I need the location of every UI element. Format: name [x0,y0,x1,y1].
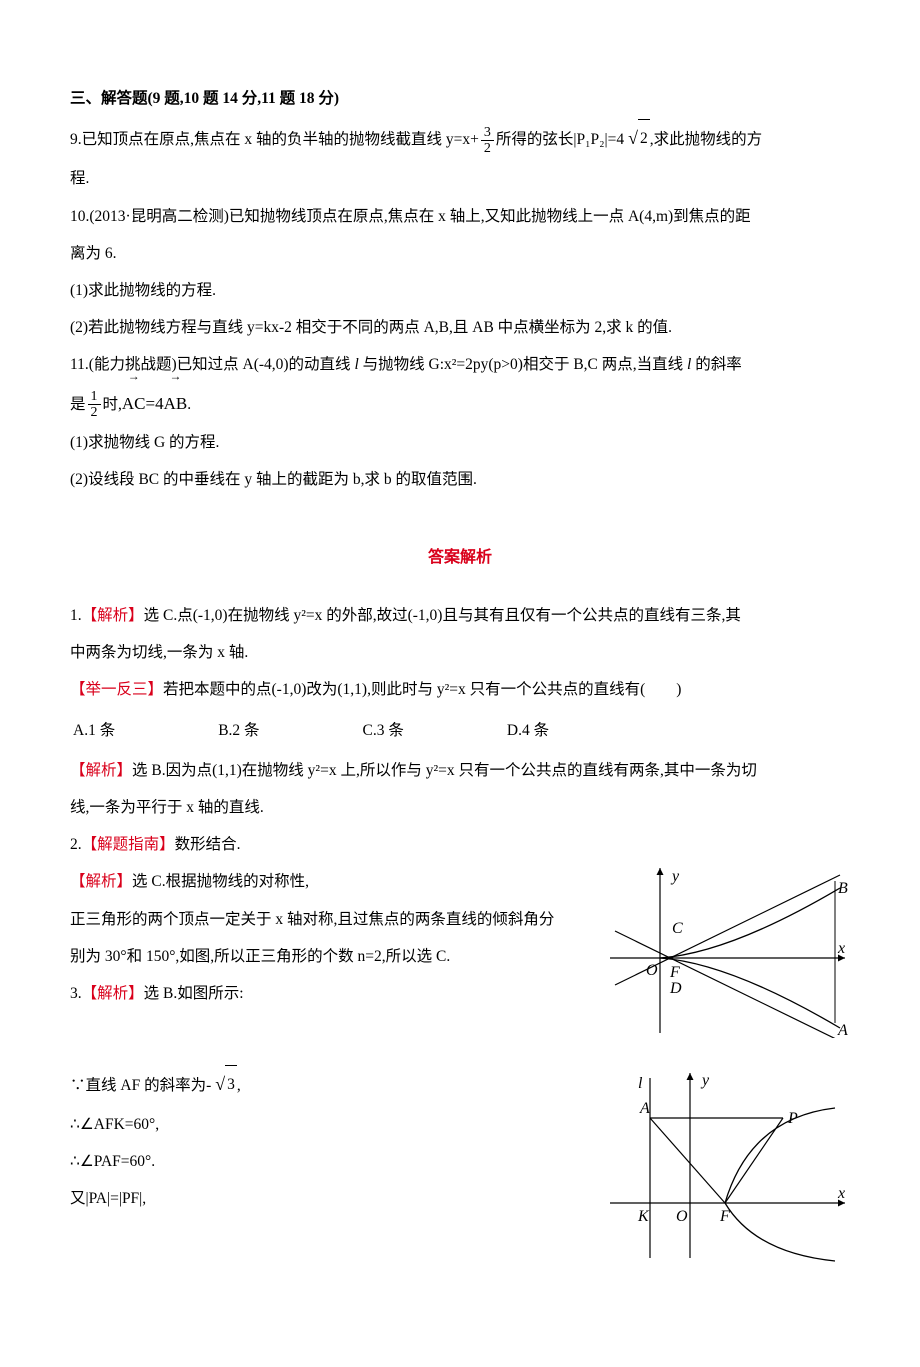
q11-frac: 12 [88,389,101,421]
q9-frac: 32 [481,125,494,157]
q11-l2-mid: 时, [103,396,122,413]
figure-1: y x O F C D B A [610,863,850,1052]
opt-b: B.2 条 [217,711,359,750]
svg-text:A: A [837,1022,848,1038]
q11-eq: =4 [146,394,164,413]
opt-d: D.4 条 [506,711,649,750]
a1-line1: 1.【解析】选 C.点(-1,0)在抛物线 y²=x 的外部,故过(-1,0)且… [70,597,850,634]
q9-post: ,求此抛物线的方 [650,131,762,148]
answers-heading: 答案解析 [70,539,850,577]
q10-line2: 离为 6. [70,235,850,272]
frac-den: 2 [88,405,101,420]
a2-num: 2. [70,836,82,853]
label-example: 【举一反三】 [70,681,163,698]
q11-part2: (2)设线段 BC 的中垂线在 y 轴上的截距为 b,求 b 的取值范围. [70,461,850,498]
a1-sol-line1: 【解析】选 B.因为点(1,1)在抛物线 y²=x 上,所以作与 y²=x 只有… [70,752,850,789]
a3-num: 3. [70,985,82,1002]
vec-ac-text: AC [122,394,146,413]
svg-text:y: y [700,1072,710,1089]
vec-ab: →AB [164,384,188,425]
svg-text:D: D [669,980,682,997]
a2-sol-text1: 选 C.根据抛物线的对称性, [132,873,309,890]
a1-sol-text1: 选 B.因为点(1,1)在抛物线 y²=x 上,所以作与 y²=x 只有一个公共… [132,762,757,779]
svg-text:P: P [787,1110,798,1127]
a3-sol-text: 选 B.如图所示: [144,985,244,1002]
svg-text:K: K [637,1208,650,1225]
a3-l2-post: , [237,1077,241,1094]
q9-pre: 9.已知顶点在原点,焦点在 x 轴的负半轴的抛物线截直线 y=x+ [70,131,479,148]
svg-text:y: y [670,868,680,885]
sqrt-val: 3 [225,1065,237,1103]
opt-a: A.1 条 [72,711,215,750]
q11-l2-pre: 是 [70,396,86,413]
figure-2: l y x O K F A P [610,1063,850,1277]
q10-part2: (2)若此抛物线方程与直线 y=kx-2 相交于不同的两点 A,B,且 AB 中… [70,309,850,346]
a1-example: 【举一反三】若把本题中的点(-1,0)改为(1,1),则此时与 y²=x 只有一… [70,671,850,708]
opt-c: C.3 条 [362,711,504,750]
section-title: 三、解答题(9 题,10 题 14 分,11 题 18 分) [70,80,850,117]
svg-text:F: F [669,964,680,981]
svg-text:F: F [719,1208,730,1225]
a1-options: A.1 条 B.2 条 C.3 条 D.4 条 [70,709,651,752]
vec-ab-text: AB [164,394,188,413]
label-analysis: 【解析】 [82,607,144,624]
svg-text:x: x [837,940,845,957]
frac-num: 3 [481,125,494,141]
q11-pre: 11.(能力挑战题)已知过点 A(-4,0)的动直线 [70,356,354,373]
q10-part1: (1)求此抛物线的方程. [70,272,850,309]
a3-l2-pre: ∵直线 AF 的斜率为- [70,1077,211,1094]
q9: 9.已知顶点在原点,焦点在 x 轴的负半轴的抛物线截直线 y=x+32所得的弦长… [70,117,850,160]
a1-line2: 中两条为切线,一条为 x 轴. [70,634,850,671]
vec-arrow-icon: → [164,370,188,382]
vec-arrow-icon: → [122,370,146,382]
svg-text:l: l [638,1075,643,1092]
svg-text:O: O [676,1208,688,1225]
svg-text:A: A [639,1100,650,1117]
label-guide: 【解题指南】 [82,836,175,853]
label-analysis: 【解析】 [82,985,144,1002]
a2-guide: 2.【解题指南】数形结合. [70,826,850,863]
q9-line2: 程. [70,160,850,197]
a1-text1: 选 C.点(-1,0)在抛物线 y²=x 的外部,故过(-1,0)且与其有且仅有… [144,607,741,624]
sqrt-icon: 2 [624,117,650,160]
svg-text:x: x [837,1185,845,1202]
svg-text:B: B [838,880,848,897]
label-analysis: 【解析】 [70,762,132,779]
sqrt-icon: 3 [211,1063,237,1106]
vec-ac: →AC [122,384,146,425]
svg-text:C: C [672,920,683,937]
frac-num: 1 [88,389,101,405]
label-analysis: 【解析】 [70,873,132,890]
q11-line2: 是12时,→AC=4→AB. [70,384,850,425]
q10-line1: 10.(2013·昆明高二检测)已知抛物线顶点在原点,焦点在 x 轴上,又知此抛… [70,198,850,235]
sqrt-val: 2 [638,119,650,157]
q11-part1: (1)求抛物线 G 的方程. [70,424,850,461]
frac-den: 2 [481,141,494,156]
a2-guide-text: 数形结合. [175,836,241,853]
a1-example-text: 若把本题中的点(-1,0)改为(1,1),则此时与 y²=x 只有一个公共点的直… [163,681,681,698]
q9-mid: 所得的弦长|P₁P₂|=4 [496,131,624,148]
svg-text:O: O [646,962,658,979]
q11-post: 的斜率 [691,356,741,373]
q11-mid: 与抛物线 G:x²=2py(p>0)相交于 B,C 两点,当直线 [359,356,687,373]
q11-period: . [187,396,191,413]
a1-sol-line2: 线,一条为平行于 x 轴的直线. [70,789,850,826]
